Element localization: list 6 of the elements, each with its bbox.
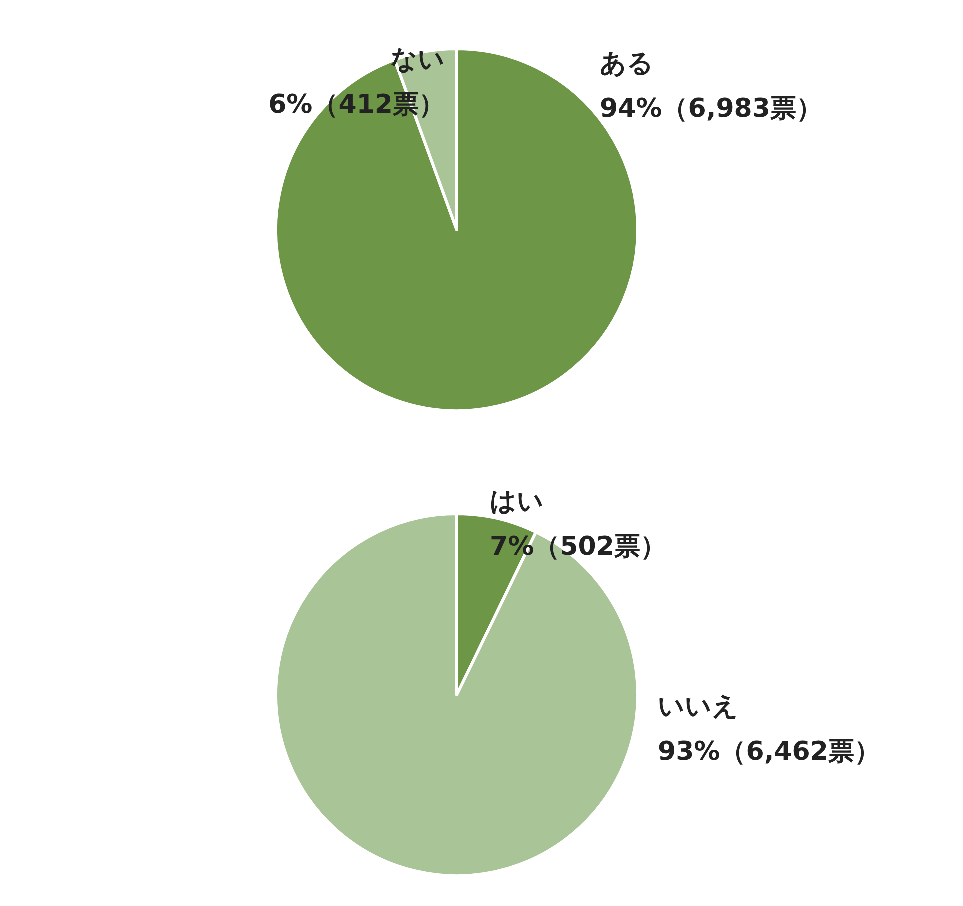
slice-label: ある bbox=[600, 49, 654, 79]
data-label: 94%（6,983票） bbox=[600, 94, 822, 124]
slice-label: いいえ bbox=[658, 692, 739, 722]
slice-label: はい bbox=[490, 487, 544, 517]
data-label: 93%（6,462票） bbox=[658, 737, 880, 767]
pie-slice bbox=[274, 512, 640, 878]
